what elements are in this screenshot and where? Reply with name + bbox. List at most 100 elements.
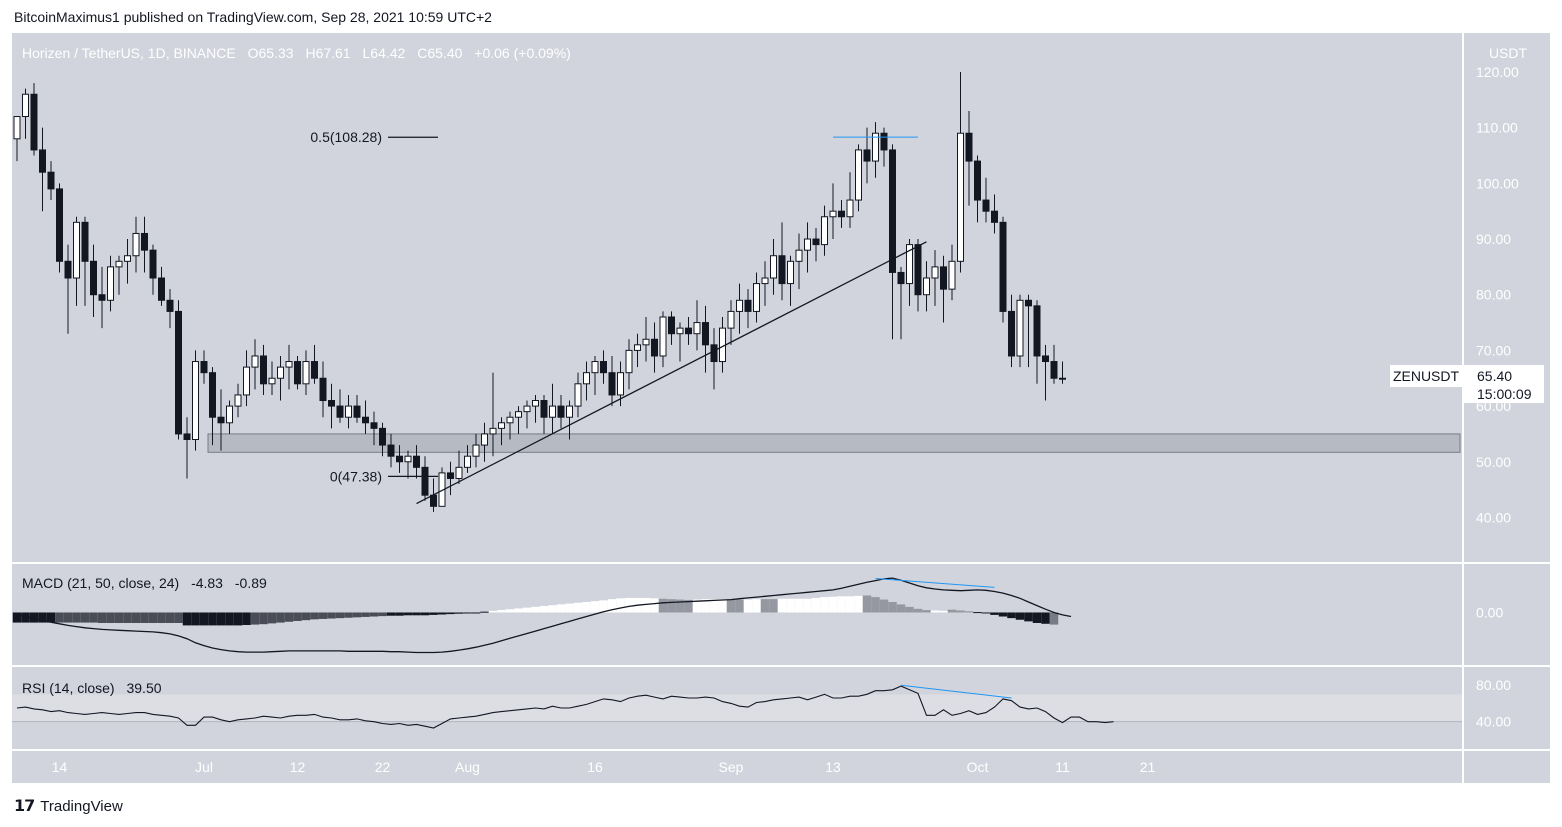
candle-bear: [336, 405, 344, 418]
publisher-header: BitcoinMaximus1 published on TradingView…: [14, 9, 492, 25]
macd-histogram-bar: [641, 597, 651, 613]
candle-bull: [107, 266, 114, 301]
macd-histogram-bar: [573, 602, 583, 613]
low-label: L: [363, 45, 371, 61]
candle-bull: [404, 455, 412, 463]
macd-histogram-bar: [973, 612, 982, 614]
candle-bull: [1016, 299, 1024, 357]
candle-bear: [413, 455, 420, 468]
tradingview-logo-icon: 𝟭𝟳: [14, 798, 35, 815]
candle-bear: [158, 277, 165, 301]
chart-canvas[interactable]: 0.5(108.28)0(47.38) 120.00110.00100.0090…: [12, 33, 1550, 783]
macd-histogram-bar: [565, 603, 574, 613]
high-value: 67.61: [316, 45, 351, 61]
candle-bear: [982, 199, 990, 212]
candle-bear: [217, 416, 225, 424]
candle-bear: [311, 361, 318, 379]
macd-histogram-bar: [1049, 612, 1059, 625]
candle-bull: [285, 361, 293, 368]
footer-brand[interactable]: 𝟭𝟳 TradingView: [14, 796, 123, 816]
price-axis-tick: 70.00: [1476, 342, 1511, 358]
macd-histogram-bar: [794, 598, 804, 613]
rsi-divergence-line[interactable]: [900, 684, 1012, 699]
symbol-name: Horizen / TetherUS, 1D, BINANCE: [22, 45, 236, 61]
macd-histogram-bar: [284, 612, 294, 622]
low-value: 64.42: [370, 45, 405, 61]
macd-histogram-bar: [403, 612, 413, 616]
macd-histogram-bar: [981, 612, 991, 614]
macd-axis-tick: 0.00: [1476, 604, 1503, 620]
chart-frame[interactable]: 0.5(108.28) 0(47.38) 120.00 110.00 100.00 90…: [12, 33, 1550, 783]
macd-histogram-bar: [743, 599, 753, 613]
candle-bull: [795, 249, 803, 262]
ascending-trendline[interactable]: [416, 241, 927, 505]
candle-bull: [948, 260, 956, 290]
candle-bull: [846, 199, 854, 218]
macd-histogram-bar: [12, 612, 22, 623]
candle-bear: [914, 244, 922, 296]
macd-histogram-bar: [259, 612, 268, 625]
candle-bull: [472, 444, 480, 457]
macd-histogram-bar: [369, 612, 379, 617]
candle-bear: [396, 455, 403, 463]
candle-bear: [166, 299, 174, 312]
candle-bear: [56, 188, 63, 262]
macd-scale-bg: [1464, 564, 1550, 665]
candle-bear: [447, 472, 454, 479]
candle-bear: [362, 416, 369, 424]
candle-bull: [124, 255, 131, 262]
candle-bear: [838, 210, 845, 218]
macd-histogram-bar: [913, 608, 923, 613]
macd-histogram-bar: [522, 607, 532, 613]
candle-bull: [523, 405, 531, 413]
candle-bull: [957, 132, 964, 262]
macd-histogram-bar: [327, 612, 336, 619]
price-axis-tick: 100.00: [1476, 175, 1519, 191]
macd-histogram-bar: [803, 598, 812, 613]
macd-histogram-bar: [29, 612, 39, 623]
candle-bear: [64, 260, 72, 279]
macd-histogram-bar: [352, 612, 362, 618]
candle-bear: [328, 400, 335, 407]
macd-histogram-bar: [998, 612, 1008, 617]
currency-label: USDT: [1489, 45, 1528, 61]
macd-histogram-bar: [1041, 612, 1050, 624]
candle-bull: [693, 322, 701, 335]
macd-histogram-bar: [650, 598, 659, 613]
macd-histogram-bar: [38, 612, 47, 623]
candle-bear: [651, 338, 658, 357]
macd-histogram-bar: [616, 598, 625, 613]
macd-histogram-bar: [446, 612, 455, 615]
macd-histogram-bar: [420, 612, 430, 616]
candle-bear: [685, 327, 692, 335]
macd-histogram-bar: [165, 612, 175, 623]
macd-histogram-bar: [378, 612, 387, 617]
macd-histogram-bar: [590, 601, 600, 613]
candle-bear: [863, 149, 871, 162]
candle-bull: [13, 116, 21, 140]
close-value: 65.40: [427, 45, 462, 61]
candle-bull: [481, 433, 488, 446]
macd-histogram-bar: [63, 612, 73, 623]
macd-divergence-line[interactable]: [875, 578, 995, 588]
candle-bear: [98, 294, 106, 301]
macd-histogram-bar: [216, 612, 226, 626]
macd-histogram-bar: [769, 599, 778, 613]
macd-histogram-bar: [845, 596, 855, 613]
macd-histogram-bar: [582, 601, 591, 613]
symbol-legend: Horizen / TetherUS, 1D, BINANCE O65.33 H…: [22, 45, 571, 61]
candle-bear: [149, 249, 157, 279]
time-axis-tick: 16: [587, 759, 603, 775]
macd-line: [16, 577, 1072, 654]
rsi-axis-tick: 80.00: [1476, 677, 1511, 693]
macd-histogram-bar: [1024, 612, 1033, 622]
candle-bear: [1033, 305, 1041, 357]
macd-histogram-bar: [89, 612, 98, 623]
macd-histogram-bar: [318, 612, 328, 619]
macd-histogram-bar: [896, 604, 906, 613]
candle-bear: [999, 221, 1007, 312]
macd-histogram-bar: [97, 612, 107, 623]
rsi-band: [12, 694, 1462, 722]
candle-bull: [787, 260, 794, 285]
candle-bear: [600, 361, 607, 374]
